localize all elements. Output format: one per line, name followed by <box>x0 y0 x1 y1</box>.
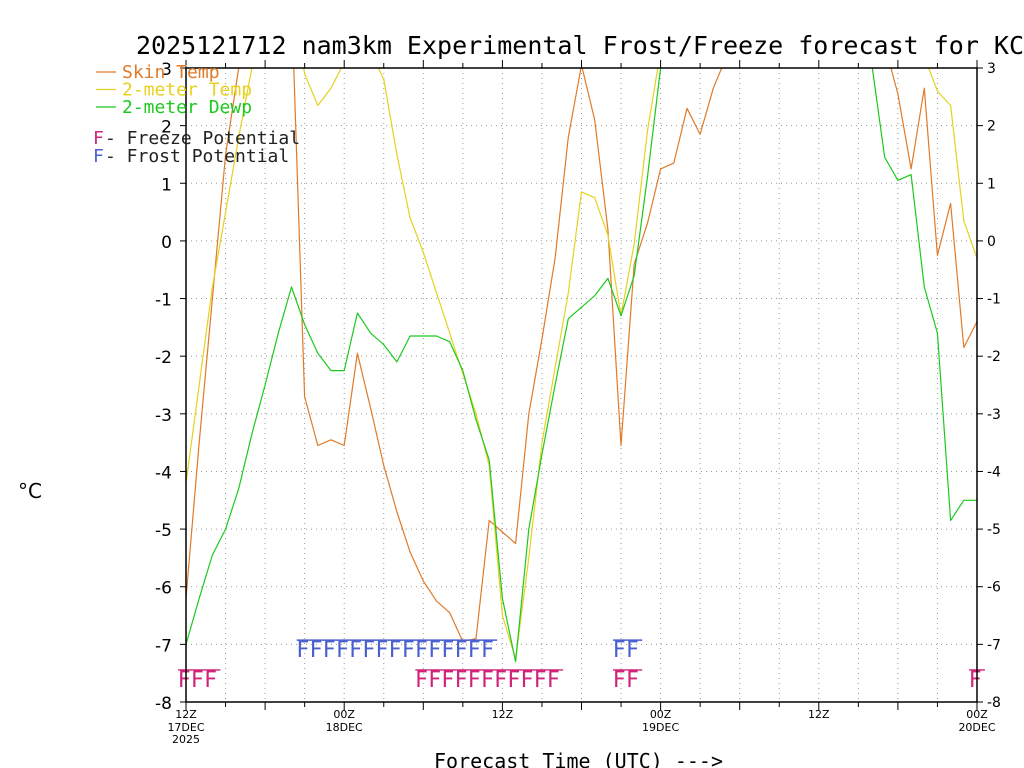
x-tick-date-label: 20DEC <box>958 721 995 734</box>
x-tick-label: 00Z <box>650 708 672 721</box>
series-lines <box>186 68 977 663</box>
y-tick-label-right: -8 <box>987 695 1001 711</box>
y-tick-label-right: 0 <box>987 234 996 250</box>
legend-label: Skin Temp <box>122 62 220 83</box>
frost-flag: F <box>455 638 468 663</box>
y-tick-label-right: -7 <box>987 637 1001 653</box>
y-tick-label-left: 1 <box>161 175 172 195</box>
y-tick-label-left: -3 <box>155 406 172 426</box>
freeze-flag: F <box>415 668 428 693</box>
freeze-flag: F <box>481 668 494 693</box>
y-tick-label-right: 3 <box>987 61 996 77</box>
y-tick-label-left: -4 <box>155 463 172 483</box>
legend-label: 2-meter Temp <box>122 80 252 101</box>
freeze-flag: F <box>442 668 455 693</box>
legend-label: 2-meter Dewp <box>122 97 252 118</box>
y-tick-label-left: -2 <box>155 348 172 368</box>
freeze-flag: F <box>455 668 468 693</box>
x-tick-label: 00Z <box>333 708 355 721</box>
frost-flag: F <box>481 638 494 663</box>
y-tick-label-right: -3 <box>987 407 1001 423</box>
x-tick-date-label: 2025 <box>172 733 200 746</box>
legend-flag-letter: F <box>93 146 104 167</box>
y-tick-label-right: -5 <box>987 522 1001 538</box>
freeze-flag: F <box>468 668 481 693</box>
freeze-flag: F <box>534 668 547 693</box>
y-tick-label-right: 1 <box>987 176 996 192</box>
freeze-flag: F <box>969 668 982 693</box>
frost-flag: F <box>389 638 402 663</box>
x-tick-label: 12Z <box>808 708 830 721</box>
freeze-flag: F <box>626 668 639 693</box>
frost-flag: F <box>428 638 441 663</box>
frost-flag: F <box>297 638 310 663</box>
series-line-skin-temp <box>186 68 977 643</box>
frost-flag: F <box>363 638 376 663</box>
y-tick-label-left: -1 <box>155 291 172 311</box>
frost-flag: F <box>323 638 336 663</box>
freeze-flag: F <box>547 668 560 693</box>
freeze-flag: F <box>428 668 441 693</box>
y-tick-label-left: 0 <box>161 233 172 253</box>
legend-flag-label: - Frost Potential <box>105 146 289 167</box>
y-tick-label-left: 2 <box>161 118 172 138</box>
y-axis-label: °C <box>18 479 42 503</box>
freeze-flag: F <box>508 668 521 693</box>
y-tick-label-left: 3 <box>161 60 172 80</box>
freeze-flag: F <box>613 668 626 693</box>
x-tick-date-label: 17DEC <box>167 721 204 734</box>
frost-flag: F <box>613 638 626 663</box>
x-tick-label: 12Z <box>175 708 197 721</box>
frost-flag: F <box>376 638 389 663</box>
frost-freeze-flags: F F F F F F F F F F F F F F F F FF F F F F F F F F F F F F F F F F <box>178 638 985 693</box>
x-axis-label: Forecast Time (UTC) ---> <box>434 749 723 768</box>
x-tick-date-label: 19DEC <box>642 721 679 734</box>
frost-flag: F <box>336 638 349 663</box>
freeze-flag: F <box>191 668 204 693</box>
y-tick-label-left: -8 <box>155 694 172 714</box>
legend-flag-letter: F <box>93 128 104 149</box>
y-tick-label-left: -6 <box>155 579 172 599</box>
freeze-flag: F <box>178 668 191 693</box>
freeze-flag: F <box>204 668 217 693</box>
y-tick-label-right: -2 <box>987 349 1001 365</box>
frost-flag: F <box>402 638 415 663</box>
y-tick-label-left: -7 <box>155 636 172 656</box>
series-line-2-meter-temp <box>186 68 977 660</box>
freeze-flag: F <box>521 668 534 693</box>
y-tick-label-right: 2 <box>987 119 996 135</box>
y-tick-label-right: -4 <box>987 464 1001 480</box>
frost-flag: F <box>310 638 323 663</box>
freeze-flag: F <box>494 668 507 693</box>
chart-title: 2025121712 nam3km Experimental Frost/Fre… <box>136 31 1024 60</box>
frost-flag: F <box>415 638 428 663</box>
frost-flag: F <box>442 638 455 663</box>
series-line-2-meter-dewp <box>186 68 977 663</box>
legend-flag-label: - Freeze Potential <box>105 128 300 149</box>
x-tick-date-label: 18DEC <box>326 721 363 734</box>
axes: -8 -8 -7 -7 -6 -6 -5 -5 -4 -4 -3 -3 -2 -2 -1 -1 0 0 1 1 2 2 3 3… <box>155 60 1001 746</box>
y-tick-label-left: -5 <box>155 521 172 541</box>
frost-flag: F <box>349 638 362 663</box>
frost-flag: F <box>626 638 639 663</box>
frost-flag: F <box>468 638 481 663</box>
y-tick-label-right: -1 <box>987 292 1001 308</box>
y-tick-label-right: -6 <box>987 580 1001 596</box>
x-tick-label: 00Z <box>966 708 988 721</box>
grid <box>186 68 977 702</box>
x-tick-label: 12Z <box>492 708 514 721</box>
